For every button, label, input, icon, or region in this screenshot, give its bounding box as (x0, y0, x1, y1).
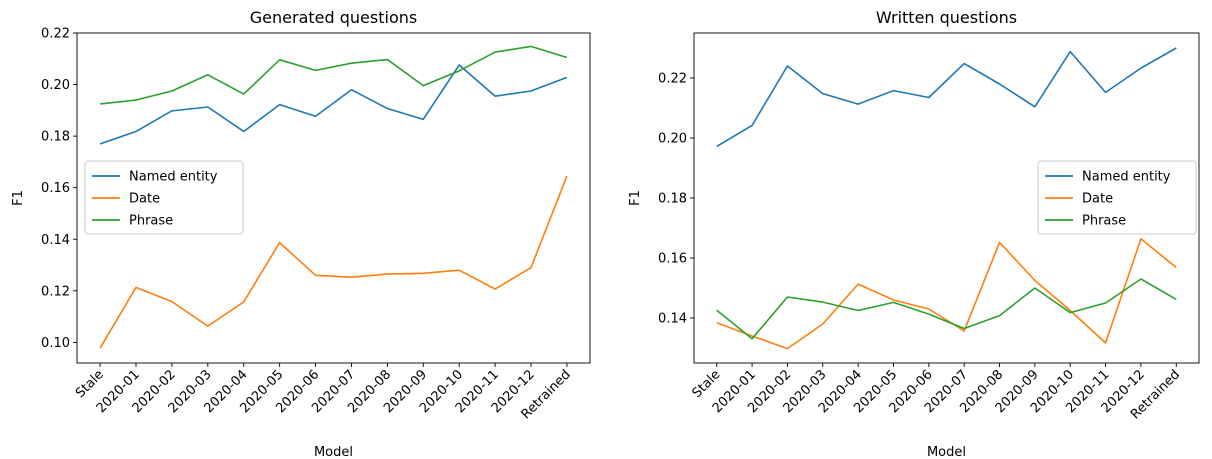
y-tick-label: 0.12 (41, 284, 70, 299)
series-line-named-entity (716, 47, 1177, 148)
y-tick-label: 0.10 (41, 336, 70, 351)
chart-written-questions: 0.140.160.180.200.22Stale2020-012020-022… (628, 8, 1200, 459)
y-tick-label: 0.22 (41, 27, 70, 42)
legend: Named entity Date Phrase (1037, 160, 1197, 235)
x-axis-label: Model (927, 445, 966, 459)
x-axis-label: Model (314, 445, 353, 459)
legend: Named entity Date Phrase (84, 160, 244, 235)
y-axis-label: F1 (628, 190, 643, 206)
chart-generated-questions: 0.100.120.140.160.180.200.22Stale2020-01… (11, 8, 591, 459)
legend-label-date: Date (1082, 192, 1113, 207)
legend-label-date: Date (129, 192, 160, 207)
y-tick-label: 0.20 (41, 78, 70, 93)
legend-label-phrase: Phrase (1082, 214, 1126, 229)
legend-label-phrase: Phrase (129, 214, 173, 229)
x-tick-label: Stale (73, 367, 107, 401)
y-axis-label: F1 (11, 190, 26, 206)
legend-box (1037, 160, 1197, 235)
series-line-date (716, 238, 1177, 350)
y-tick-label: 0.18 (41, 130, 70, 145)
y-tick-label: 0.16 (41, 181, 70, 196)
chart-title: Generated questions (250, 8, 417, 27)
y-tick-label: 0.22 (658, 72, 687, 87)
series-line-date (99, 175, 568, 349)
legend-label-named-entity: Named entity (129, 170, 218, 185)
series-line-phrase (716, 278, 1177, 340)
series-line-phrase (100, 45, 568, 105)
y-tick-label: 0.16 (658, 252, 687, 267)
y-tick-label: 0.20 (658, 132, 687, 147)
legend-box (84, 160, 244, 235)
legend-label-named-entity: Named entity (1082, 170, 1171, 185)
y-tick-label: 0.14 (41, 233, 70, 248)
y-tick-label: 0.14 (658, 312, 687, 327)
plot-frame (76, 32, 591, 364)
series-line-named-entity (99, 64, 568, 145)
chart-title: Written questions (876, 8, 1017, 27)
y-tick-label: 0.18 (658, 192, 687, 207)
